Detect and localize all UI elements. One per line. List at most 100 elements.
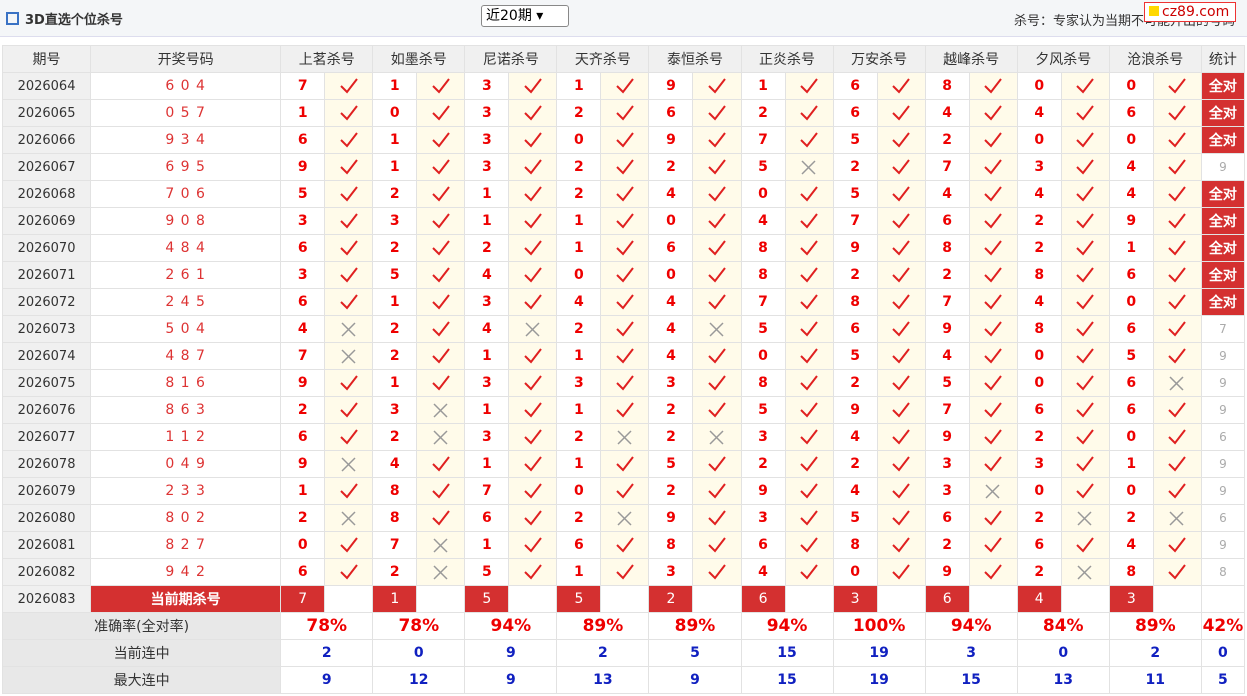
hit-cell bbox=[324, 153, 374, 181]
kill-number: 2 bbox=[924, 261, 970, 289]
kill-number: 2 bbox=[648, 423, 694, 451]
check-mark bbox=[1076, 186, 1095, 202]
kill-number: 4 bbox=[1016, 180, 1062, 208]
hit-cell bbox=[968, 288, 1018, 316]
summary-value: 19 bbox=[832, 639, 926, 667]
kill-number: 9 bbox=[740, 477, 786, 505]
kill-number: 2 bbox=[832, 261, 878, 289]
check-mark bbox=[800, 564, 818, 580]
kill-number: 2 bbox=[1016, 234, 1062, 262]
stat: 9 bbox=[1200, 342, 1246, 370]
hit-cell bbox=[692, 99, 742, 127]
hit-cell bbox=[876, 288, 926, 316]
hit-cell bbox=[968, 558, 1018, 586]
kill-number: 4 bbox=[924, 342, 970, 370]
kill-number: 1 bbox=[464, 396, 510, 424]
summary-row: 最大连中 9 12 9 13 9 15 19 15 13 11 5 bbox=[1, 666, 1246, 694]
check-mark bbox=[892, 240, 910, 256]
select-text[interactable]: 近20期 bbox=[486, 8, 532, 24]
hit-cell bbox=[600, 288, 650, 316]
cross-mark bbox=[341, 457, 356, 472]
column-header: 开奖号码 bbox=[90, 45, 282, 73]
hit-cell bbox=[600, 558, 650, 586]
period-select[interactable]: 近20期 ▾ bbox=[481, 5, 569, 27]
kill-number: 2 bbox=[556, 315, 602, 343]
hit-cell bbox=[876, 315, 926, 343]
period: 2026072 bbox=[1, 288, 92, 316]
blank bbox=[1152, 585, 1202, 613]
kill-number: 3 bbox=[280, 261, 326, 289]
blank bbox=[600, 585, 650, 613]
kill-number: 3 bbox=[372, 207, 418, 235]
kill-number: 8 bbox=[1016, 315, 1062, 343]
hit-cell bbox=[968, 72, 1018, 100]
kill-number: 6 bbox=[832, 99, 878, 127]
kill-number: 0 bbox=[1108, 477, 1154, 505]
check-mark bbox=[1168, 186, 1187, 202]
hit-cell bbox=[1152, 180, 1202, 208]
logo[interactable]: cz89.com bbox=[1144, 2, 1237, 22]
check-mark bbox=[892, 537, 910, 553]
hit-cell bbox=[324, 207, 374, 235]
hit-cell bbox=[876, 450, 926, 478]
hit-cell bbox=[784, 72, 834, 100]
stat: 全对 bbox=[1200, 180, 1246, 208]
check-mark bbox=[1076, 159, 1095, 175]
check-mark bbox=[524, 375, 542, 391]
summary-value: 78% bbox=[372, 612, 466, 640]
data-row: 2026070 4 8 4 6 2 2 1 6 8 9 8 2 1 全对 bbox=[1, 234, 1246, 262]
period: 2026064 bbox=[1, 72, 92, 100]
period: 2026080 bbox=[1, 504, 92, 532]
cross-mark bbox=[341, 349, 356, 364]
period: 2026078 bbox=[1, 450, 92, 478]
summary-value: 78% bbox=[280, 612, 374, 640]
kill-number: 5 bbox=[832, 342, 878, 370]
current-label: 当前期杀号 bbox=[90, 585, 282, 613]
check-mark bbox=[708, 186, 726, 202]
kill-number: 8 bbox=[648, 531, 694, 559]
check-mark bbox=[708, 456, 726, 472]
hit-cell bbox=[1152, 153, 1202, 181]
draw-number: 1 1 2 bbox=[90, 423, 282, 451]
kill-number: 6 bbox=[464, 504, 510, 532]
hit-cell bbox=[1060, 234, 1110, 262]
check-mark bbox=[432, 159, 450, 175]
kill-number: 4 bbox=[464, 315, 510, 343]
kill-number: 4 bbox=[1016, 99, 1062, 127]
column-header: 如墨杀号 bbox=[372, 45, 466, 73]
check-mark bbox=[984, 348, 1002, 364]
check-mark bbox=[892, 78, 910, 94]
period: 2026075 bbox=[1, 369, 92, 397]
period: 2026067 bbox=[1, 153, 92, 181]
hit-cell bbox=[784, 396, 834, 424]
period: 2026077 bbox=[1, 423, 92, 451]
check-mark bbox=[1168, 213, 1187, 229]
hit-cell bbox=[1152, 288, 1202, 316]
hit-cell bbox=[416, 315, 466, 343]
summary-value: 15 bbox=[740, 639, 834, 667]
kill-number: 4 bbox=[924, 99, 970, 127]
hit-cell bbox=[692, 180, 742, 208]
kill-number: 8 bbox=[740, 261, 786, 289]
summary-value: 94% bbox=[464, 612, 558, 640]
kill-number: 8 bbox=[372, 504, 418, 532]
kill-number: 4 bbox=[556, 288, 602, 316]
stat: 6 bbox=[1200, 504, 1246, 532]
check-mark bbox=[708, 537, 726, 553]
kill-number: 0 bbox=[832, 558, 878, 586]
summary-value: 89% bbox=[556, 612, 650, 640]
hit-cell bbox=[784, 531, 834, 559]
summary-row: 当前连中 2 0 9 2 5 15 19 3 0 2 0 bbox=[1, 639, 1246, 667]
hit-cell bbox=[968, 180, 1018, 208]
check-mark bbox=[708, 267, 726, 283]
kill-number: 3 bbox=[1016, 153, 1062, 181]
kill-number: 2 bbox=[556, 180, 602, 208]
blank bbox=[508, 585, 558, 613]
logo-text[interactable]: cz89.com bbox=[1162, 4, 1230, 20]
kill-number: 2 bbox=[372, 558, 418, 586]
hit-cell bbox=[692, 234, 742, 262]
